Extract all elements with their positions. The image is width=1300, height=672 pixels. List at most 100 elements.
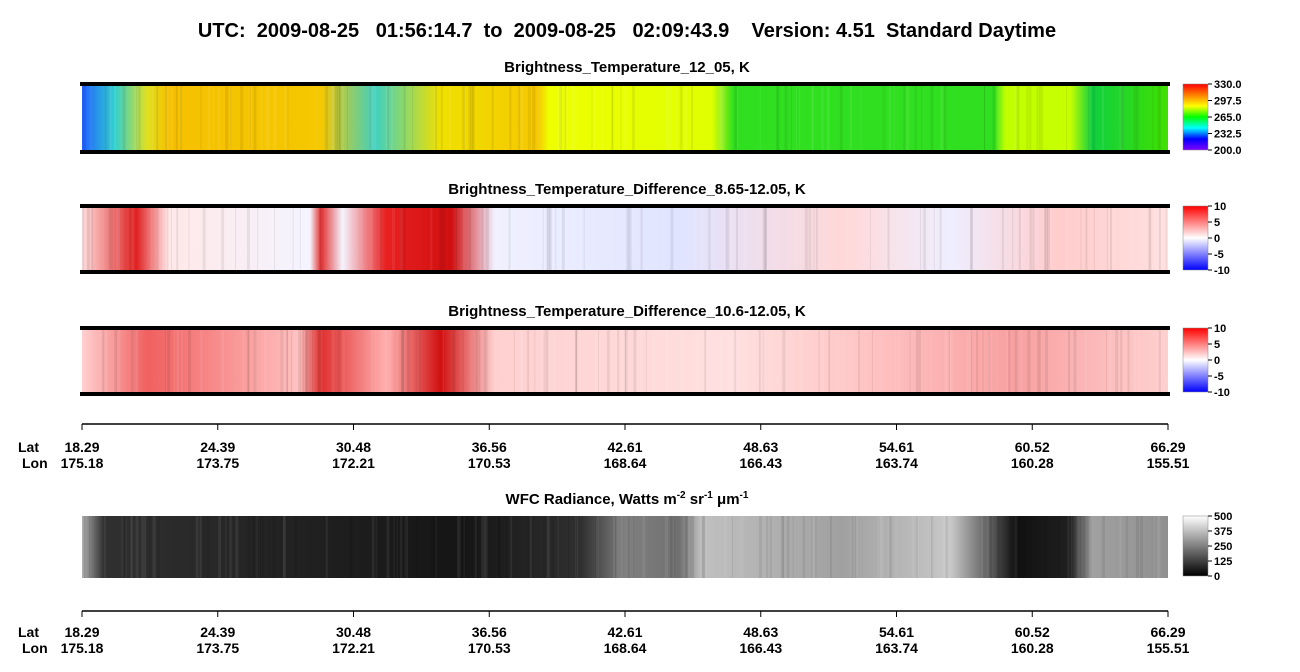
heatmap-texture — [1038, 84, 1042, 152]
lat-tick-label: 66.29 — [1150, 624, 1185, 640]
heatmap-texture — [557, 516, 559, 578]
heatmap-texture — [458, 516, 461, 578]
heatmap-texture — [701, 516, 705, 578]
heatmap-texture — [369, 206, 373, 272]
heatmap-texture — [685, 206, 687, 272]
heatmap-texture — [491, 84, 494, 152]
heatmap-texture — [601, 84, 604, 152]
heatmap-texture — [332, 84, 334, 152]
heatmap-texture — [1016, 328, 1020, 394]
heatmap-texture — [736, 328, 738, 394]
heatmap-texture — [379, 206, 382, 272]
heatmap-texture — [777, 328, 780, 394]
lon-tick-label: 172.21 — [332, 455, 375, 471]
heatmap-texture — [839, 84, 843, 152]
heatmap-texture — [618, 84, 620, 152]
heatmap-texture — [879, 516, 882, 578]
heatmap-texture — [240, 84, 244, 152]
heatmap-texture — [770, 516, 772, 578]
heatmap-texture — [739, 516, 741, 578]
heatmap-texture — [888, 516, 890, 578]
heatmap-texture — [930, 516, 934, 578]
heatmap-texture — [943, 84, 947, 152]
heatmap-texture — [842, 328, 844, 394]
heatmap-texture — [983, 84, 985, 152]
heatmap-texture — [1152, 84, 1154, 152]
heatmap-texture — [1137, 328, 1140, 394]
heatmap-texture — [152, 516, 156, 578]
lat-tick-label: 24.39 — [200, 439, 235, 455]
heatmap-texture — [950, 328, 952, 394]
heatmap-texture — [799, 206, 802, 272]
heatmap-texture — [1108, 328, 1112, 394]
heatmap-texture — [917, 328, 921, 394]
heatmap-texture — [91, 84, 93, 152]
heatmap-texture — [759, 84, 761, 152]
heatmap-texture — [1029, 206, 1033, 272]
heatmap-texture — [930, 206, 932, 272]
heatmap-texture — [195, 516, 199, 578]
heatmap-texture — [545, 328, 549, 394]
heatmap-texture — [1065, 84, 1067, 152]
heatmap-texture — [151, 84, 154, 152]
heatmap-texture — [1156, 206, 1158, 272]
heatmap-texture — [1131, 206, 1133, 272]
heatmap-texture — [223, 206, 225, 272]
lon-tick-label: 163.74 — [875, 640, 918, 656]
heatmap-texture — [167, 84, 169, 152]
heatmap-texture — [857, 328, 860, 394]
heatmap-texture — [199, 328, 203, 394]
heatmap-texture — [826, 84, 830, 152]
heatmap-texture — [217, 84, 220, 152]
heatmap-texture — [171, 206, 173, 272]
heatmap-texture — [385, 84, 389, 152]
heatmap-texture — [260, 516, 264, 578]
heatmap-texture — [283, 516, 285, 578]
colorbar-tick-label: -10 — [1214, 265, 1230, 277]
heatmap-texture — [299, 206, 301, 272]
heatmap-texture — [679, 84, 683, 152]
heatmap-texture — [614, 84, 616, 152]
heatmap-texture — [89, 84, 91, 152]
heatmap-texture — [930, 516, 932, 578]
colorbar-tick-label: 265.0 — [1214, 112, 1242, 124]
heatmap-texture — [640, 206, 643, 272]
title-part: μm — [713, 491, 740, 508]
heatmap-texture — [132, 328, 135, 394]
heatmap-texture — [944, 328, 947, 394]
heatmap-texture — [399, 206, 403, 272]
heatmap-texture — [897, 328, 900, 394]
heatmap-texture — [695, 328, 697, 394]
heatmap-texture — [218, 516, 222, 578]
heatmap-texture — [1014, 516, 1018, 578]
heatmap-texture — [337, 84, 339, 152]
heatmap-texture — [475, 328, 479, 394]
heatmap-texture — [433, 84, 436, 152]
heatmap-texture — [537, 84, 540, 152]
heatmap-texture — [788, 206, 790, 272]
heatmap-texture — [110, 206, 113, 272]
lon-tick-label: 168.64 — [604, 640, 647, 656]
heatmap-texture — [552, 206, 555, 272]
heatmap-texture — [246, 328, 250, 394]
heatmap-texture — [371, 516, 375, 578]
heatmap-texture — [811, 84, 814, 152]
heatmap-texture — [284, 84, 288, 152]
heatmap-texture — [1109, 206, 1112, 272]
lon-tick-label: 155.51 — [1147, 640, 1190, 656]
heatmap-texture — [462, 206, 466, 272]
heatmap-texture — [468, 84, 472, 152]
heatmap-texture — [396, 516, 398, 578]
heatmap-texture — [267, 84, 271, 152]
heatmap-texture — [304, 206, 306, 272]
heatmap-texture — [157, 206, 159, 272]
heatmap-texture — [691, 516, 695, 578]
heatmap-texture — [991, 516, 994, 578]
lat-tick-label: 48.63 — [743, 439, 778, 455]
lat-tick-label: 60.52 — [1015, 439, 1050, 455]
heatmap-texture — [520, 328, 523, 394]
heatmap-texture — [949, 328, 953, 394]
heatmap-texture — [821, 328, 824, 394]
heatmap-texture — [300, 206, 304, 272]
heatmap-texture — [893, 84, 895, 152]
